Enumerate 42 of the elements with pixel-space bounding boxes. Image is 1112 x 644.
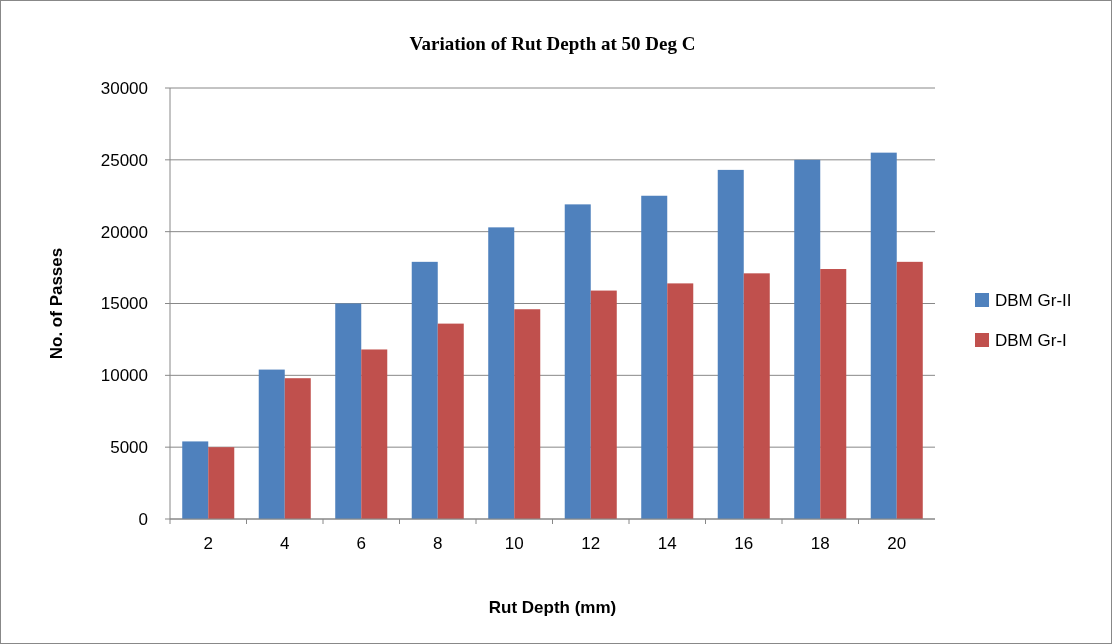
bar <box>284 378 311 519</box>
bar <box>182 441 209 519</box>
bar <box>488 227 515 519</box>
bar <box>590 290 617 519</box>
y-tick-label: 10000 <box>100 366 148 386</box>
bar <box>514 309 541 519</box>
y-axis-title: No. of Passes <box>47 247 66 360</box>
x-tick-label: 18 <box>810 534 830 553</box>
y-tick-label: 25000 <box>100 150 148 170</box>
x-tick-label: 8 <box>433 534 443 553</box>
bar <box>335 303 362 519</box>
x-axis-title: Rut Depth (mm) <box>488 598 617 617</box>
x-tick-label: 2 <box>203 534 213 553</box>
y-tick-label: 30000 <box>100 78 148 98</box>
legend-label: DBM Gr-I <box>995 330 1067 350</box>
x-tick-label: 14 <box>657 534 677 553</box>
x-tick-label: 12 <box>581 534 601 553</box>
bar <box>794 159 821 519</box>
bar <box>667 283 694 519</box>
y-tick-label: 15000 <box>100 294 148 314</box>
x-tick-label: 6 <box>356 534 366 553</box>
bar <box>437 323 464 519</box>
bar <box>896 261 923 519</box>
y-tick-label: 0 <box>138 509 148 529</box>
bar <box>258 369 285 519</box>
bar <box>564 204 591 519</box>
bar <box>717 169 744 519</box>
bar <box>820 269 847 519</box>
x-tick-label: 16 <box>734 534 754 553</box>
bar <box>870 152 897 519</box>
bar <box>411 261 438 519</box>
y-tick-label: 20000 <box>100 222 148 242</box>
x-tick-label: 4 <box>280 534 290 553</box>
y-tick-label: 5000 <box>110 438 148 458</box>
legend-label: DBM Gr-II <box>995 290 1072 310</box>
bar <box>208 447 235 519</box>
chart-title: Variation of Rut Depth at 50 Deg C <box>409 33 696 54</box>
bar <box>743 273 770 519</box>
bar <box>361 349 388 519</box>
x-tick-label: 20 <box>887 534 907 553</box>
bar <box>641 195 668 519</box>
x-tick-label: 10 <box>504 534 524 553</box>
